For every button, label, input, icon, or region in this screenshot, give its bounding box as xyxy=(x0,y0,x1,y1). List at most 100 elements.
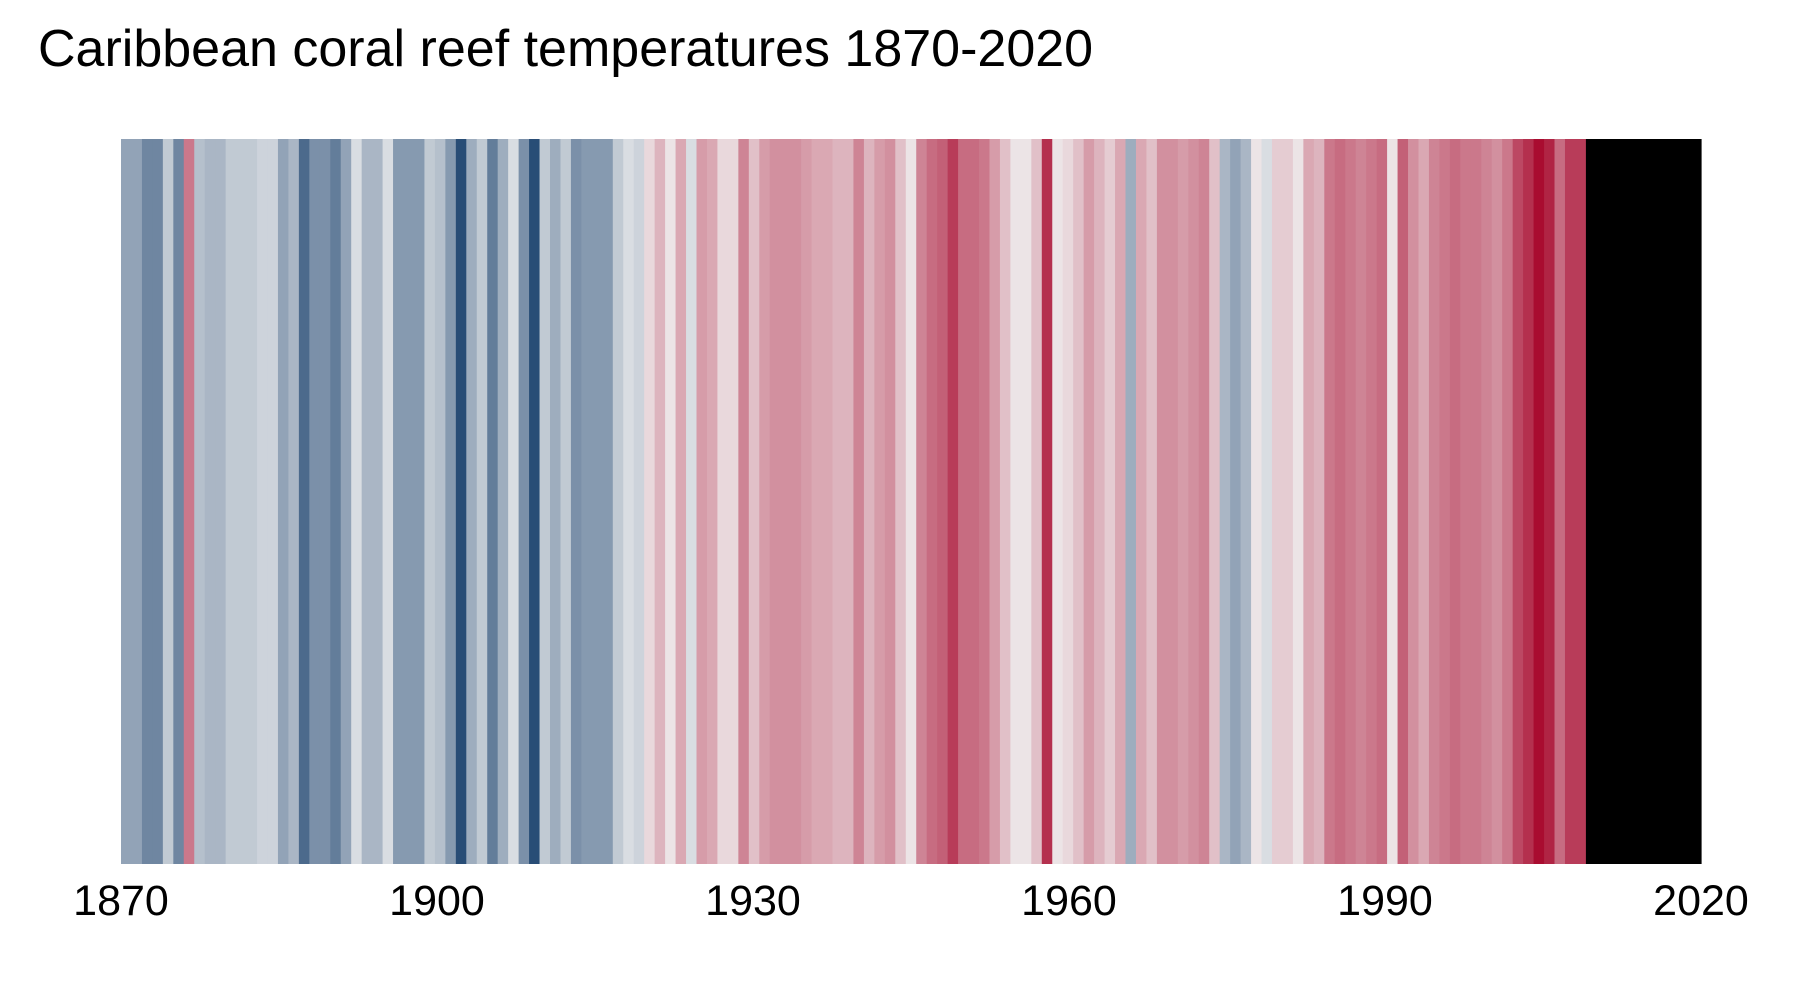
stripe-1900 xyxy=(434,139,446,864)
stripe-1977 xyxy=(1240,139,1252,864)
stripe-1995 xyxy=(1428,139,1441,864)
stripe-2010 xyxy=(1585,139,1597,864)
stripe-1970 xyxy=(1167,139,1179,864)
stripe-1917 xyxy=(612,139,624,864)
stripe-1914 xyxy=(581,139,593,864)
stripe-1910 xyxy=(539,139,551,864)
stripe-1959 xyxy=(1052,139,1064,864)
stripe-1912 xyxy=(560,139,572,864)
stripe-1984 xyxy=(1313,139,1325,864)
stripe-1981 xyxy=(1282,139,1294,864)
stripe-1908 xyxy=(518,139,530,864)
stripe-1883 xyxy=(257,139,269,864)
stripe-1963 xyxy=(1094,139,1106,864)
stripe-1998 xyxy=(1460,139,1472,864)
stripe-series xyxy=(121,139,1702,864)
x-axis-ticks: 1870 1900 1930 1960 1990 2020 xyxy=(73,877,1749,925)
stripe-1938 xyxy=(832,139,844,864)
stripe-1933 xyxy=(780,139,792,864)
stripe-1971 xyxy=(1177,139,1189,864)
stripe-1958 xyxy=(1041,139,1053,864)
stripe-1954 xyxy=(999,139,1011,864)
stripe-1894 xyxy=(372,139,384,864)
stripe-2012 xyxy=(1606,139,1618,864)
stripe-2013 xyxy=(1617,139,1629,864)
stripe-1893 xyxy=(361,139,373,864)
stripe-2002 xyxy=(1502,139,1514,864)
stripe-1967 xyxy=(1135,139,1148,864)
stripe-1997 xyxy=(1449,139,1461,864)
stripe-1929 xyxy=(738,139,750,864)
stripe-1903 xyxy=(466,139,478,864)
chart-title: Caribbean coral reef temperatures 1870-2… xyxy=(38,20,1094,78)
stripe-2014 xyxy=(1627,139,1639,864)
stripe-1886 xyxy=(288,139,300,864)
stripe-1962 xyxy=(1083,139,1095,864)
stripe-1983 xyxy=(1303,139,1315,864)
stripe-1994 xyxy=(1418,139,1430,864)
stripe-1960 xyxy=(1062,139,1074,864)
stripe-1973 xyxy=(1198,139,1210,864)
stripe-1922 xyxy=(665,139,677,864)
stripe-1928 xyxy=(727,139,739,864)
stripe-2001 xyxy=(1491,139,1503,864)
x-tick-label-1960: 1960 xyxy=(1021,877,1117,925)
stripe-1924 xyxy=(686,139,698,864)
stripe-2020 xyxy=(1690,139,1702,864)
stripe-1941 xyxy=(863,139,875,864)
stripe-1988 xyxy=(1355,139,1367,864)
stripe-1999 xyxy=(1470,139,1482,864)
stripe-1955 xyxy=(1010,139,1022,864)
stripe-2006 xyxy=(1544,139,1556,864)
stripe-1899 xyxy=(424,139,436,864)
stripe-1889 xyxy=(319,139,331,864)
stripe-2017 xyxy=(1659,139,1671,864)
stripe-1932 xyxy=(769,139,781,864)
stripe-2007 xyxy=(1554,139,1566,864)
stripe-1876 xyxy=(183,139,195,864)
stripe-1943 xyxy=(884,139,896,864)
stripe-1916 xyxy=(602,139,614,864)
stripe-1946 xyxy=(916,139,928,864)
stripe-2019 xyxy=(1680,139,1692,864)
stripe-1891 xyxy=(340,139,352,864)
stripe-1882 xyxy=(246,139,258,864)
stripe-1906 xyxy=(497,139,509,864)
stripe-1982 xyxy=(1292,139,1304,864)
stripe-2011 xyxy=(1596,139,1608,864)
stripe-1936 xyxy=(811,139,823,864)
stripe-2008 xyxy=(1564,139,1577,864)
stripe-1919 xyxy=(633,139,645,864)
stripe-1909 xyxy=(529,139,541,864)
stripe-1969 xyxy=(1156,139,1168,864)
stripe-1986 xyxy=(1334,139,1346,864)
stripe-1890 xyxy=(330,139,342,864)
stripe-1874 xyxy=(162,139,174,864)
stripe-1952 xyxy=(979,139,991,864)
stripe-1944 xyxy=(895,139,907,864)
stripe-1907 xyxy=(508,139,520,864)
stripe-2015 xyxy=(1638,139,1650,864)
stripe-1878 xyxy=(204,139,216,864)
x-tick-label-2020: 2020 xyxy=(1653,877,1749,925)
stripe-1940 xyxy=(853,139,865,864)
stripe-1985 xyxy=(1324,139,1336,864)
stripe-1871 xyxy=(131,139,143,864)
stripe-2016 xyxy=(1648,139,1660,864)
stripe-1925 xyxy=(696,139,708,864)
stripe-2005 xyxy=(1533,139,1545,864)
stripe-1918 xyxy=(623,139,635,864)
stripe-1879 xyxy=(215,139,227,864)
stripe-1898 xyxy=(413,139,426,864)
stripe-1895 xyxy=(382,139,394,864)
stripe-1992 xyxy=(1397,139,1409,864)
stripe-1892 xyxy=(351,139,363,864)
stripe-1945 xyxy=(905,139,917,864)
stripe-1927 xyxy=(717,139,729,864)
stripe-1921 xyxy=(654,139,666,864)
stripe-1887 xyxy=(298,139,310,864)
stripe-1877 xyxy=(194,139,206,864)
stripe-1926 xyxy=(706,139,719,864)
stripe-1896 xyxy=(393,139,405,864)
